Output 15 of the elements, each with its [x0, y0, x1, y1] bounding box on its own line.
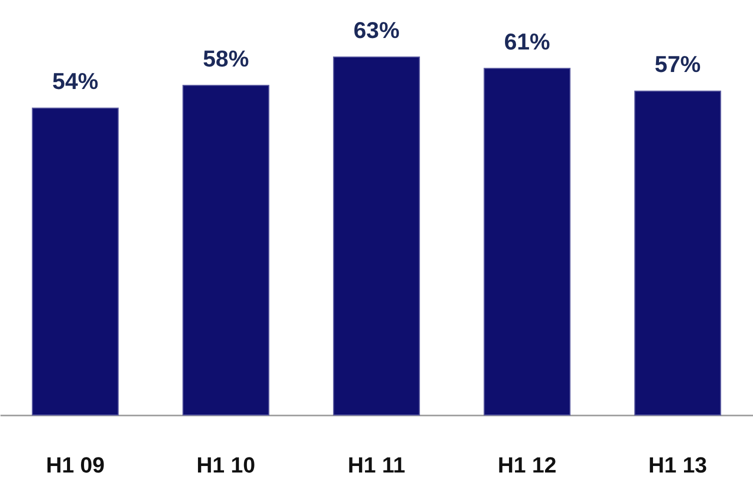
- bar: [484, 68, 571, 416]
- x-tick-label: H1 13: [648, 452, 708, 478]
- x-tick-label: H1 11: [348, 452, 406, 478]
- data-label: 63%: [353, 17, 400, 43]
- bar: [333, 56, 420, 416]
- data-label: 61%: [504, 28, 550, 54]
- data-label: 54%: [52, 68, 98, 94]
- x-tick-label: H1 09: [46, 452, 105, 478]
- bar: [32, 108, 119, 416]
- data-label: 57%: [654, 51, 701, 78]
- bar: [182, 84, 270, 416]
- bar: [634, 90, 722, 416]
- x-tick-label: H1 12: [498, 452, 556, 478]
- data-label: 58%: [202, 45, 249, 72]
- x-tick-label: H1 10: [196, 452, 256, 478]
